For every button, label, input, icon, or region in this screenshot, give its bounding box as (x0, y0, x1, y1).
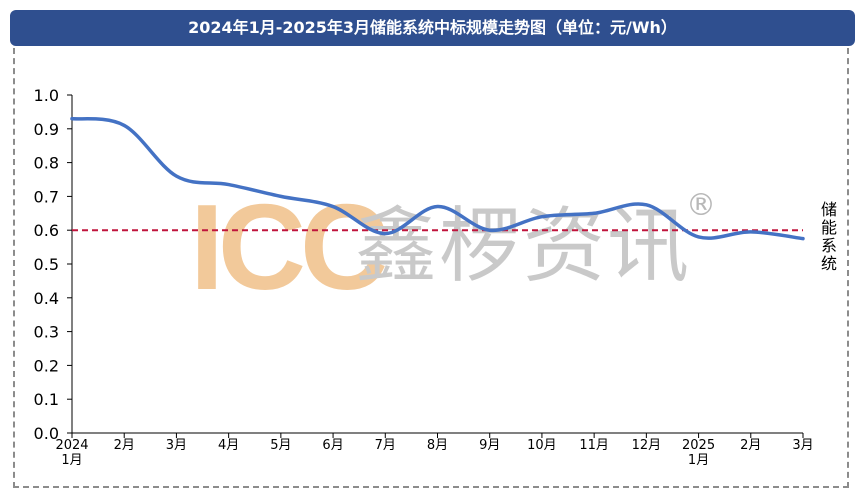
x-tick-label: 6月 (322, 438, 343, 453)
y-tick-label: 0.8 (34, 154, 59, 173)
series-line (70, 116, 805, 241)
y-tick-label: 0.9 (34, 120, 59, 139)
y-tick-label: 0.2 (34, 356, 59, 375)
chart-title: 2024年1月-2025年3月储能系统中标规模走势图（单位：元/Wh） (10, 10, 855, 46)
registered-mark-icon: ® (686, 188, 716, 223)
y-tick-label: 0.3 (34, 323, 59, 342)
x-tick-label: 12月 (632, 438, 662, 453)
chart-frame (13, 48, 849, 488)
watermark-company-name: 鑫椤资讯 (355, 199, 692, 294)
legend-label-char: 统 (821, 254, 837, 273)
y-tick-label: 0.5 (34, 255, 59, 274)
x-tick-label: 7月 (375, 438, 396, 453)
x-tick-label: 2025 1月 (682, 438, 715, 468)
x-tick-label: 3月 (166, 438, 187, 453)
x-tick-label: 8月 (427, 438, 448, 453)
watermark-icc-logo: ICC (190, 179, 388, 315)
y-tick-label: 1.0 (34, 86, 59, 105)
legend-label-char: 能 (821, 218, 837, 237)
watermark: ICC 鑫椤资讯 ® (190, 182, 730, 322)
x-tick-label: 9月 (479, 438, 500, 453)
y-tick-label: 0.6 (34, 221, 59, 240)
x-tick-label: 2月 (740, 438, 761, 453)
y-tick-label: 0.1 (34, 390, 59, 409)
x-tick-label: 5月 (270, 438, 291, 453)
legend-label-char: 系 (821, 236, 837, 255)
x-tick-label: 2月 (114, 438, 135, 453)
y-tick-label: 0.7 (34, 187, 59, 206)
x-tick-label: 4月 (218, 438, 239, 453)
y-tick-label: 0.0 (34, 424, 59, 443)
x-tick-label: 11月 (579, 438, 609, 453)
legend-label-char: 储 (821, 200, 837, 219)
y-tick-label: 0.4 (34, 289, 59, 308)
x-tick-label: 3月 (792, 438, 813, 453)
x-tick-label: 2024 1月 (55, 438, 88, 468)
x-tick-label: 10月 (527, 438, 557, 453)
